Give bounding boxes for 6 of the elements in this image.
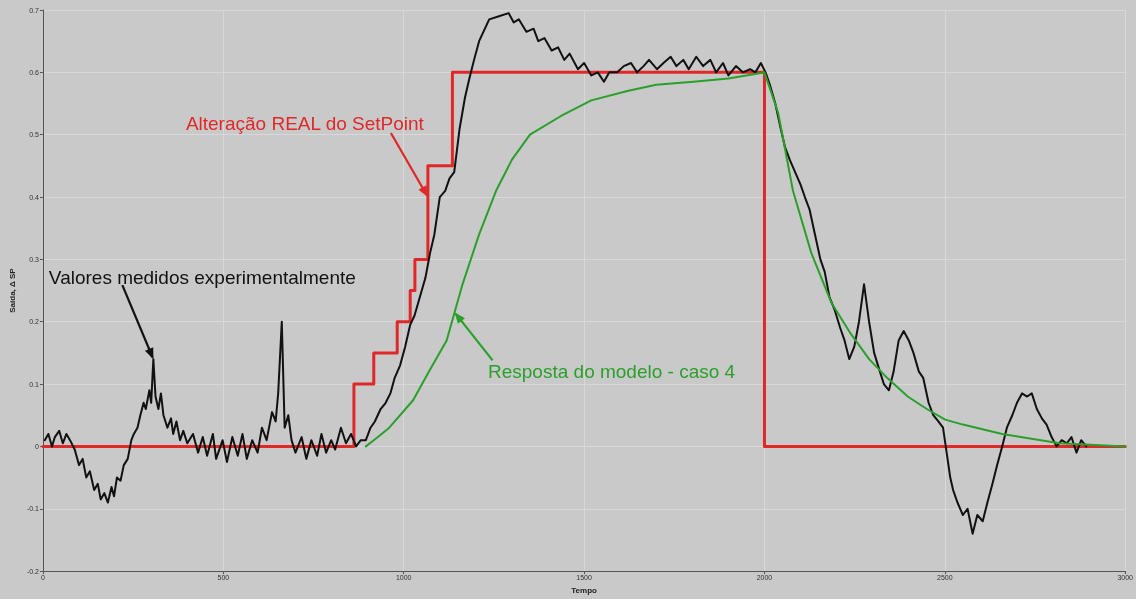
x-axis-title: Tempo — [571, 585, 598, 595]
annotation: Alteração REAL do SetPoint — [185, 112, 425, 134]
annotation: Valores medidos experimentalmente — [48, 266, 356, 288]
y-axis-title: Saída, Δ SP — [7, 267, 17, 313]
line-series — [43, 12, 1088, 535]
annotation: Resposta do modelo - caso 4 — [488, 360, 736, 382]
